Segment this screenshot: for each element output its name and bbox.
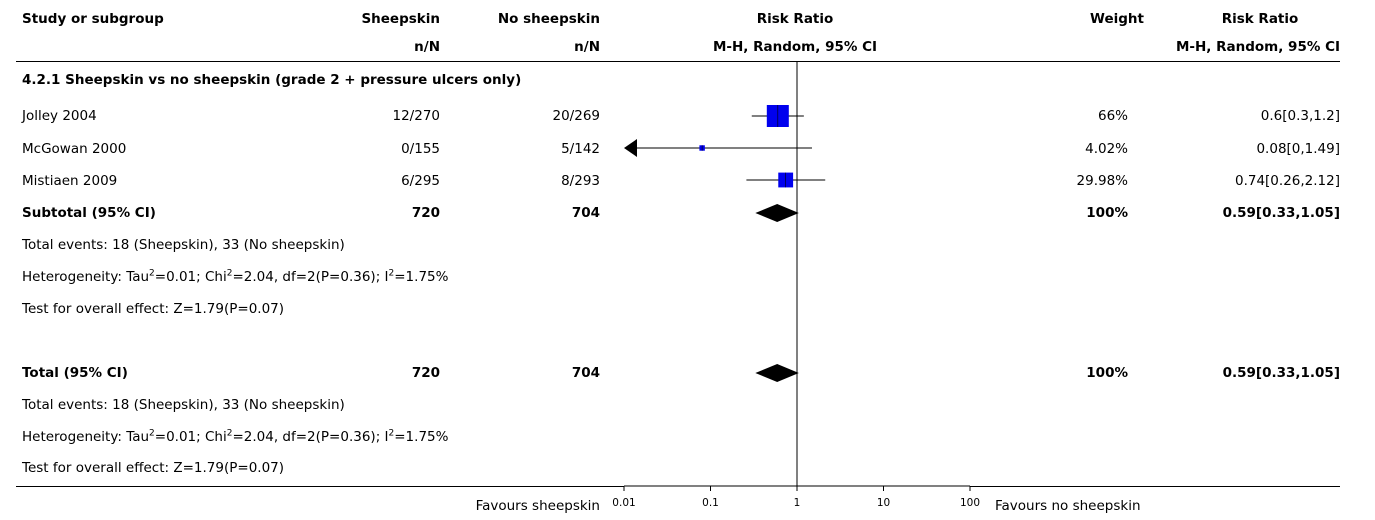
header-weight: Weight: [1090, 11, 1144, 27]
x-tick-label: 1: [794, 497, 801, 509]
total-events: Total events: 18 (Sheepskin), 33 (No she…: [22, 397, 345, 413]
subtotal-exp: 720: [411, 205, 440, 221]
subheader-risk-ratio-text: M-H, Random, 95% CI: [1175, 39, 1340, 55]
total-exp: 720: [411, 365, 440, 381]
pooled-diamond: [755, 204, 799, 222]
total-label: Total (95% CI): [22, 365, 128, 381]
study-rr: 0.6[0.3,1.2]: [1260, 108, 1340, 124]
header-no-sheepskin: No sheepskin: [497, 11, 600, 27]
study-ctrl: 5/142: [561, 141, 600, 157]
footer-rule-left: [16, 486, 624, 487]
total-rr: 0.59[0.33,1.05]: [1222, 365, 1340, 381]
study-exp: 12/270: [392, 108, 441, 124]
header-study: Study or subgroup: [22, 11, 164, 27]
subtotal-weight: 100%: [1086, 205, 1128, 221]
total-overall-effect: Test for overall effect: Z=1.79(P=0.07): [22, 460, 285, 476]
favours-left: Favours sheepskin: [475, 498, 600, 514]
x-tick-label: 10: [877, 497, 890, 509]
subheader-sheepskin: n/N: [414, 39, 440, 55]
study-exp: 0/155: [401, 141, 440, 157]
subgroup-events: Total events: 18 (Sheepskin), 33 (No she…: [22, 237, 345, 253]
x-tick-label: 0.01: [612, 497, 635, 509]
study-ctrl: 8/293: [561, 173, 600, 189]
pooled-diamond: [755, 364, 799, 382]
header-risk-ratio-plot: Risk Ratio: [756, 11, 834, 27]
subtotal-rr: 0.59[0.33,1.05]: [1222, 205, 1340, 221]
study-weight: 29.98%: [1076, 173, 1128, 189]
footer-rule-right: [970, 486, 1340, 487]
subtotal-label: Subtotal (95% CI): [22, 205, 156, 221]
total-heterogeneity: Heterogeneity: Tau2=0.01; Chi2=2.04, df=…: [22, 428, 449, 445]
study-rr: 0.74[0.26,2.12]: [1234, 173, 1340, 189]
total-ctrl: 704: [571, 365, 600, 381]
subheader-risk-ratio-plot: M-H, Random, 95% CI: [712, 39, 878, 55]
x-tick-label: 100: [960, 497, 980, 509]
subtotal-ctrl: 704: [571, 205, 600, 221]
header-rule: [16, 61, 1340, 62]
x-tick-label: 0.1: [702, 497, 719, 509]
study-name: McGowan 2000: [22, 141, 127, 157]
study-exp: 6/295: [401, 173, 440, 189]
study-name: Mistiaen 2009: [22, 173, 118, 189]
study-weight: 66%: [1097, 108, 1128, 124]
favours-right: Favours no sheepskin: [995, 498, 1141, 514]
subgroup-heterogeneity: Heterogeneity: Tau2=0.01; Chi2=2.04, df=…: [22, 268, 449, 285]
study-weight: 4.02%: [1085, 141, 1128, 157]
study-rr: 0.08[0,1.49]: [1256, 141, 1340, 157]
total-weight: 100%: [1086, 365, 1128, 381]
subheader-no-sheepskin: n/N: [574, 39, 600, 55]
subgroup-overall-effect: Test for overall effect: Z=1.79(P=0.07): [22, 301, 285, 317]
study-name: Jolley 2004: [22, 108, 97, 124]
ci-arrow-left: [624, 139, 637, 157]
subgroup-title: 4.2.1 Sheepskin vs no sheepskin (grade 2…: [22, 72, 522, 88]
study-ctrl: 20/269: [552, 108, 601, 124]
header-risk-ratio-text: Risk Ratio: [1221, 11, 1299, 27]
header-sheepskin: Sheepskin: [361, 11, 440, 27]
